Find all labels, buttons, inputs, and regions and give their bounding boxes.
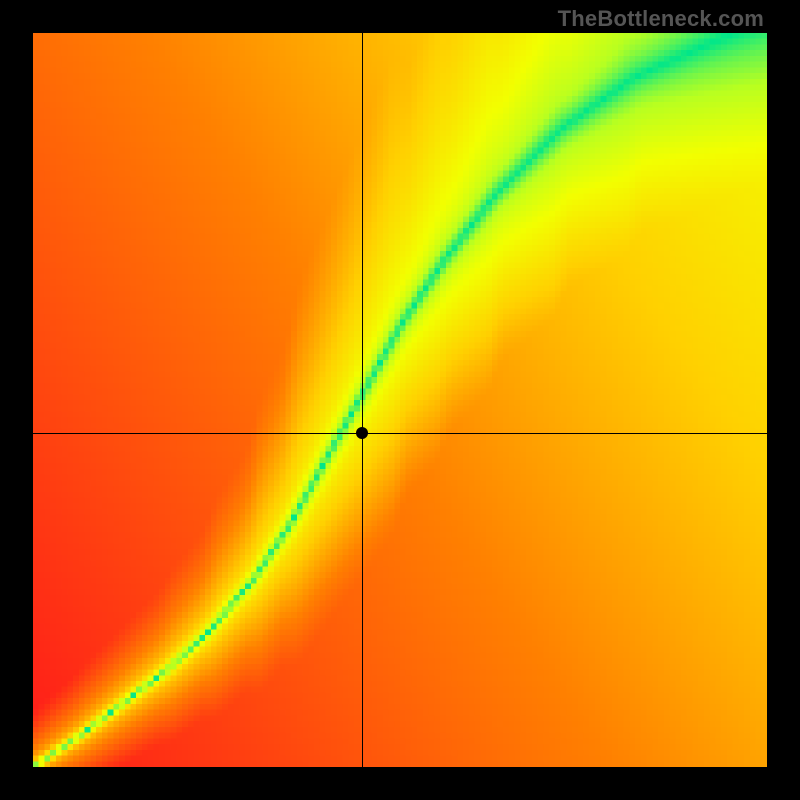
crosshair-horizontal [33, 433, 767, 434]
source-credit: TheBottleneck.com [558, 6, 764, 32]
chart-container: TheBottleneck.com [0, 0, 800, 800]
crosshair-vertical [362, 33, 363, 767]
heatmap-canvas [33, 33, 767, 767]
plot-area [33, 33, 767, 767]
crosshair-marker [356, 427, 368, 439]
